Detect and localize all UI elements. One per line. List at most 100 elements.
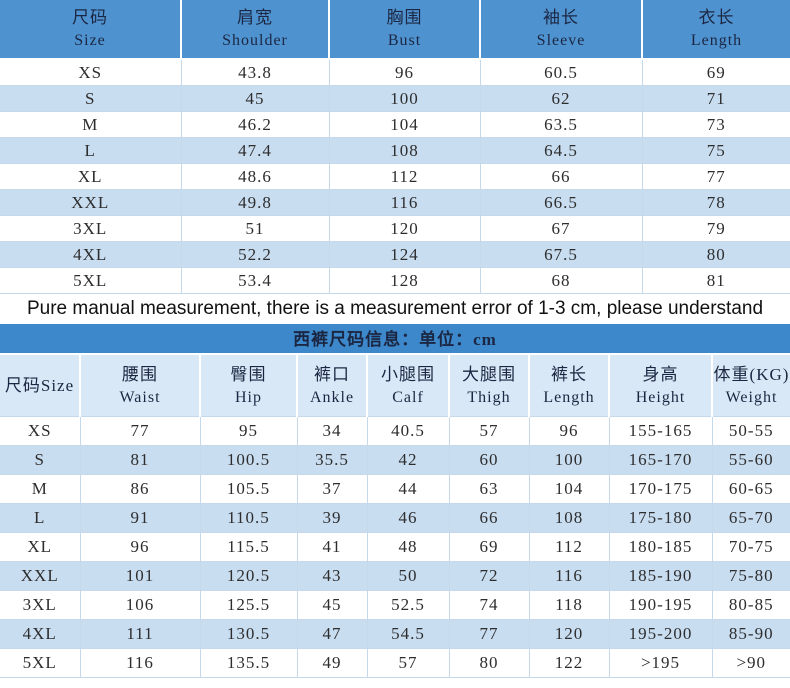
column-header-zh: 体重(KG) [713, 364, 790, 384]
jacket-table-body: XS 43.8 96 60.5 69 S 45 100 62 71 M 46.2 104 63.5 73 L 4… [0, 58, 790, 294]
table-row: S 45 100 62 71 [0, 85, 790, 112]
table-cell: 65-70 [711, 503, 790, 533]
column-header-zh: 衣长 [698, 8, 735, 27]
table-cell: 48 [366, 532, 450, 562]
table-cell: 190-195 [608, 590, 713, 620]
table-cell: 116 [328, 189, 481, 216]
measurement-notice: Pure manual measurement, there is a meas… [0, 294, 790, 324]
column-header-en: Thigh [467, 388, 511, 406]
table-cell: 85-90 [711, 619, 790, 649]
table-cell: 135.5 [199, 648, 298, 678]
column-header-en: Calf [392, 388, 424, 406]
table-row: 4XL 111 130.5 47 54.5 77 120 195-200 85-90 [0, 619, 790, 649]
column-header-en: Sleeve [536, 32, 586, 49]
column-header-en: Waist [119, 388, 161, 406]
column-header: 胸围 Bust [329, 0, 481, 60]
table-cell: 77 [448, 619, 530, 649]
table-cell: 39 [296, 503, 368, 533]
table-cell: 96 [328, 58, 481, 86]
table-cell: 91 [79, 503, 201, 533]
table-cell: 46.2 [180, 111, 330, 138]
table-cell: L [0, 137, 182, 164]
table-cell: 185-190 [608, 561, 713, 591]
table-cell: 81 [79, 445, 201, 475]
table-cell: 79 [641, 215, 790, 242]
table-cell: 63.5 [479, 111, 643, 138]
table-cell: 111 [79, 619, 201, 649]
table-cell: 108 [528, 503, 610, 533]
table-cell: 108 [328, 137, 481, 164]
table-cell: 52.2 [180, 241, 330, 268]
table-cell: 42 [366, 445, 450, 475]
table-cell: 125.5 [199, 590, 298, 620]
table-cell: 67.5 [479, 241, 643, 268]
table-cell: 4XL [0, 241, 182, 268]
table-cell: 95 [199, 416, 298, 446]
table-cell: 53.4 [180, 267, 330, 294]
table-cell: 60 [448, 445, 530, 475]
column-header-zh: 裤长 [551, 364, 587, 384]
column-header-zh: 尺码Size [4, 375, 75, 395]
table-cell: 43.8 [180, 58, 330, 86]
table-cell: 77 [641, 163, 790, 190]
trousers-table-title: 西裤尺码信息：单位：cm [0, 324, 790, 355]
table-cell: 63 [448, 474, 530, 504]
column-header-en: Shoulder [222, 32, 288, 49]
table-row: L 47.4 108 64.5 75 [0, 137, 790, 164]
table-row: 3XL 106 125.5 45 52.5 74 118 190-195 80-85 [0, 590, 790, 620]
table-cell: 60-65 [711, 474, 790, 504]
table-row: 4XL 52.2 124 67.5 80 [0, 241, 790, 268]
table-cell: 45 [180, 85, 330, 112]
table-cell: >90 [711, 648, 790, 678]
table-cell: XXL [0, 561, 81, 591]
table-cell: 49.8 [180, 189, 330, 216]
table-cell: 41 [296, 532, 368, 562]
table-cell: XXL [0, 189, 182, 216]
table-cell: 62 [479, 85, 643, 112]
table-cell: 105.5 [199, 474, 298, 504]
table-cell: 106 [79, 590, 201, 620]
table-cell: 70-75 [711, 532, 790, 562]
table-cell: 57 [366, 648, 450, 678]
table-cell: 116 [528, 561, 610, 591]
jacket-size-table: 尺码 Size 肩宽 Shoulder 胸围 Bust 袖长 Sleeve 衣长 Length X… [0, 0, 790, 294]
table-cell: 66 [448, 503, 530, 533]
table-cell: 77 [79, 416, 201, 446]
table-cell: 86 [79, 474, 201, 504]
table-cell: 54.5 [366, 619, 450, 649]
table-cell: XS [0, 416, 81, 446]
table-cell: 104 [328, 111, 481, 138]
table-cell: 75 [641, 137, 790, 164]
table-row: XXL 49.8 116 66.5 78 [0, 189, 790, 216]
table-cell: 5XL [0, 267, 182, 294]
column-header: 大腿围 Thigh [449, 355, 530, 417]
table-cell: S [0, 445, 81, 475]
table-cell: 116 [79, 648, 201, 678]
column-header: 衣长 Length [642, 0, 790, 60]
table-cell: M [0, 474, 81, 504]
table-row: M 46.2 104 63.5 73 [0, 111, 790, 138]
table-cell: 71 [641, 85, 790, 112]
table-cell: 75-80 [711, 561, 790, 591]
table-cell: 51 [180, 215, 330, 242]
table-cell: 46 [366, 503, 450, 533]
column-header: 裤长 Length [529, 355, 610, 417]
table-cell: 69 [448, 532, 530, 562]
table-cell: 50 [366, 561, 450, 591]
column-header-zh: 胸围 [386, 8, 423, 27]
column-header-zh: 小腿围 [381, 364, 435, 384]
trousers-size-table: 尺码Size 腰围 Waist 臀围 Hip 裤口 Ankle 小腿围 Calf 大腿围 Thigh… [0, 355, 790, 678]
table-row: 5XL 53.4 128 68 81 [0, 267, 790, 294]
table-cell: 180-185 [608, 532, 713, 562]
trousers-table-body: XS 77 95 34 40.5 57 96 155-165 50-55 S 81 100.5 35.5… [0, 416, 790, 678]
column-header: 身高 Height [609, 355, 713, 417]
column-header-zh: 腰围 [122, 364, 158, 384]
table-cell: 80 [448, 648, 530, 678]
table-cell: 66.5 [479, 189, 643, 216]
table-cell: 195-200 [608, 619, 713, 649]
column-header: 尺码Size [0, 355, 81, 417]
table-cell: 52.5 [366, 590, 450, 620]
column-header-zh: 臀围 [230, 364, 267, 384]
column-header-zh: 裤口 [314, 364, 350, 384]
